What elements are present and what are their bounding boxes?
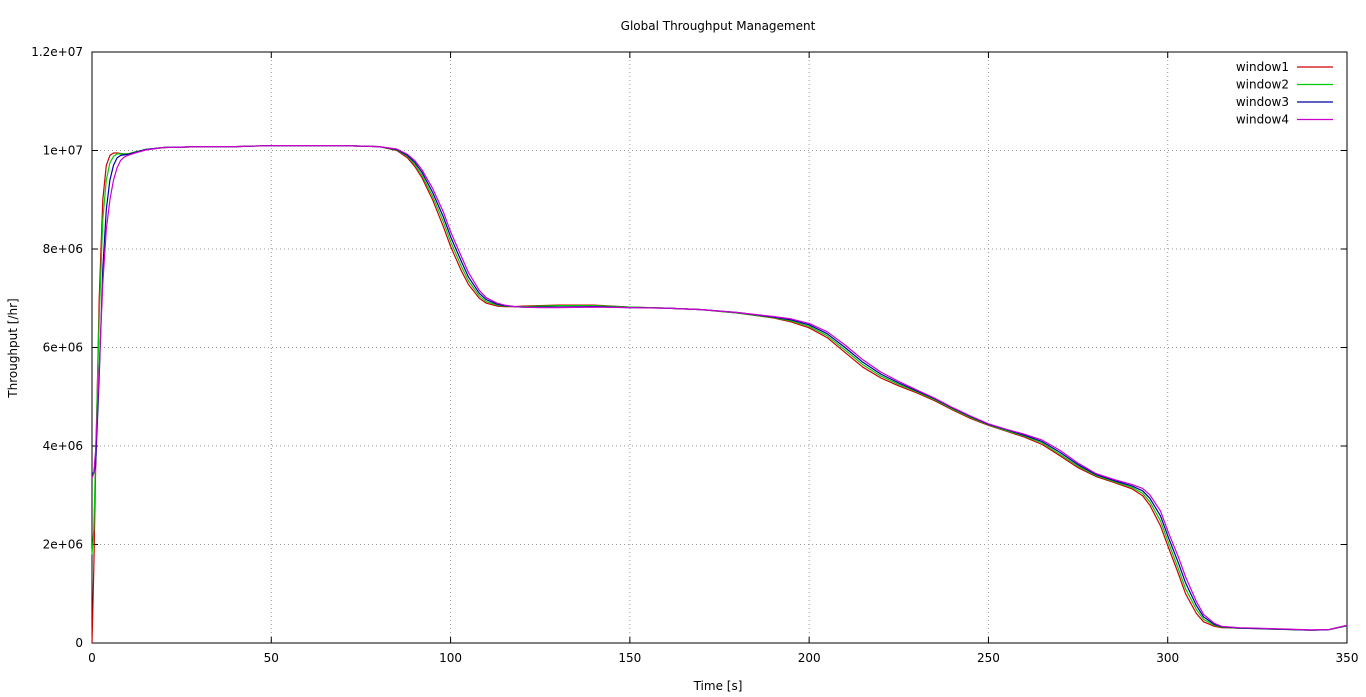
series-line-window1 bbox=[91, 145, 1348, 644]
x-tick-label: 250 bbox=[977, 651, 1000, 665]
x-tick-label: 100 bbox=[439, 651, 462, 665]
x-tick-label: 350 bbox=[1336, 651, 1359, 665]
y-tick-label: 4e+06 bbox=[43, 439, 83, 453]
series-line-window3 bbox=[92, 145, 1348, 631]
y-tick-label: 8e+06 bbox=[43, 242, 83, 256]
y-tick-label: 1e+07 bbox=[43, 144, 83, 158]
legend-label-window4: window4 bbox=[1236, 113, 1289, 127]
x-tick-label: 200 bbox=[798, 651, 821, 665]
y-tick-label: 2e+06 bbox=[43, 538, 83, 552]
legend-label-window1: window1 bbox=[1236, 60, 1289, 74]
grid-lines bbox=[92, 52, 1347, 643]
legend-label-window2: window2 bbox=[1236, 78, 1289, 92]
x-tick-label: 0 bbox=[88, 651, 96, 665]
y-tick-label: 6e+06 bbox=[43, 341, 83, 355]
chart-title: Global Throughput Management bbox=[621, 19, 816, 33]
y-axis-label: Throughput [/hr] bbox=[6, 298, 20, 398]
series-line-window4 bbox=[91, 145, 1348, 631]
x-tick-label: 50 bbox=[264, 651, 279, 665]
y-axis-ticks: 0 2e+06 4e+06 6e+06 8e+06 1e+07 1.2e+07 bbox=[31, 45, 1347, 650]
x-axis-label: Time [s] bbox=[693, 679, 743, 693]
series-lines bbox=[91, 145, 1348, 644]
x-tick-label: 300 bbox=[1156, 651, 1179, 665]
x-axis-ticks: 0 50 100 150 200 250 300 350 bbox=[88, 52, 1358, 665]
legend: window1 window2 window3 window4 bbox=[1236, 60, 1333, 127]
x-tick-label: 150 bbox=[618, 651, 641, 665]
y-tick-label: 0 bbox=[75, 636, 83, 650]
y-tick-label: 1.2e+07 bbox=[31, 45, 83, 59]
series-line-window2 bbox=[91, 145, 1348, 631]
legend-label-window3: window3 bbox=[1236, 95, 1289, 109]
